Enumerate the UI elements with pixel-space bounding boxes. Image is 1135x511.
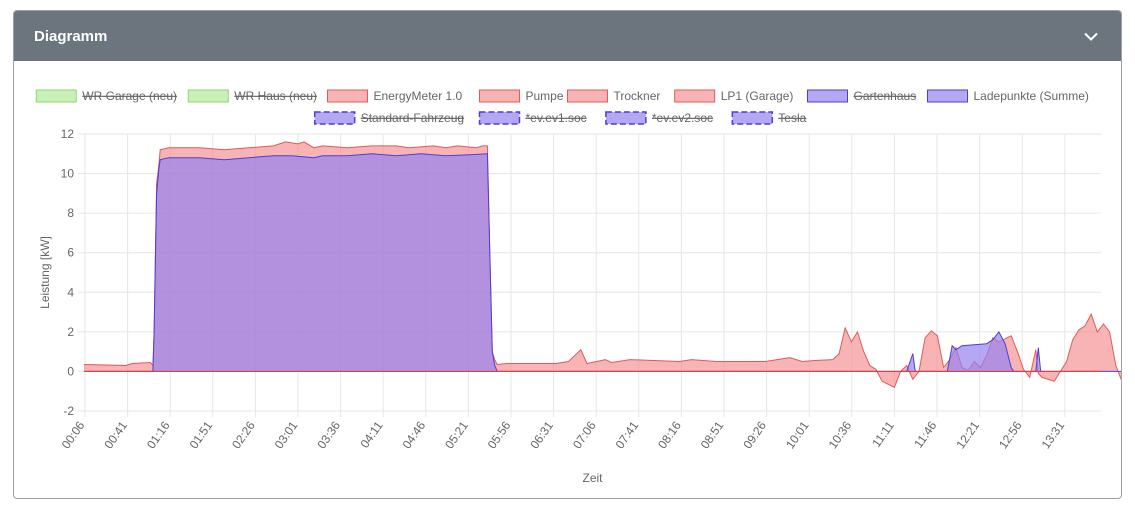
x-tick-label: 10:01 (783, 418, 812, 451)
x-tick-label: 03:01 (272, 418, 301, 451)
legend-item: Ladepunkte (Summe) (927, 89, 1089, 103)
legend-item: Gartenhaus (807, 89, 917, 103)
legend-item: Tesla (731, 111, 807, 125)
x-tick-label: 05:56 (485, 418, 514, 451)
legend-label: Ladepunkte (Summe) (974, 89, 1089, 103)
legend-swatch (807, 89, 848, 103)
card-header[interactable]: Diagramm (14, 11, 1121, 61)
legend-item: *ev.ev2.soc (605, 111, 713, 125)
legend-item: Standard-Fahrzeug (313, 111, 464, 125)
legend-label: Standard-Fahrzeug (361, 111, 464, 125)
x-tick-label: 12:56 (996, 418, 1025, 451)
x-tick-label: 02:26 (229, 418, 258, 451)
series-area (84, 153, 1121, 372)
legend-label: Trockner (614, 89, 661, 103)
legend-swatch (731, 111, 774, 125)
x-tick-label: 06:31 (527, 418, 556, 451)
y-tick-label: 6 (67, 246, 74, 260)
legend-swatch (674, 89, 716, 103)
x-tick-label: 13:31 (1039, 418, 1068, 451)
x-tick-label: 07:06 (570, 418, 599, 451)
legend-item: WR Haus (neu) (187, 89, 317, 103)
legend-item: LP1 (Garage) (674, 89, 794, 103)
y-axis-title: Leistung [kW] (38, 236, 52, 309)
y-tick-label: 8 (67, 206, 74, 220)
y-tick-label: -2 (63, 404, 74, 418)
x-tick-label: 04:11 (357, 418, 385, 450)
y-tick-label: 10 (61, 167, 75, 181)
card-title: Diagramm (34, 27, 108, 45)
legend-label: Gartenhaus (854, 89, 917, 103)
x-tick-label: 11:46 (911, 418, 939, 450)
x-tick-label: 00:06 (59, 418, 88, 451)
legend-item: Pumpe (479, 89, 564, 103)
legend-label: *ev.ev1.soc (526, 111, 587, 125)
x-tick-label: 00:41 (101, 418, 130, 451)
legend-item: WR Garage (neu) (35, 89, 177, 103)
y-tick-label: 12 (61, 127, 75, 141)
x-tick-label: 07:41 (613, 418, 642, 451)
x-tick-label: 04:46 (400, 418, 429, 451)
x-tick-label: 10:36 (826, 418, 855, 451)
x-tick-label: 09:26 (740, 418, 769, 451)
legend-swatch (605, 111, 647, 125)
chart-legend: WR Garage (neu) WR Haus (neu) EnergyMeter … (35, 89, 1089, 125)
legend-item: EnergyMeter 1.0 (327, 89, 463, 103)
x-tick-label: 01:51 (187, 418, 216, 451)
legend-swatch (927, 89, 968, 103)
legend-swatch (313, 111, 356, 125)
legend-label: LP1 (Garage) (721, 89, 794, 103)
y-tick-label: 4 (67, 285, 74, 299)
x-axis-title: Zeit (582, 471, 603, 485)
y-tick-label: 0 (67, 364, 74, 378)
legend-label: WR Haus (neu) (234, 89, 317, 103)
power-chart: WR Garage (neu) WR Haus (neu) EnergyMeter … (35, 89, 1121, 485)
legend-swatch (327, 89, 368, 103)
x-tick-label: 03:36 (314, 418, 343, 451)
legend-swatch (478, 111, 521, 125)
x-tick-label: 12:21 (953, 418, 982, 451)
series-line (83, 141, 1121, 388)
x-tick-label: 11:11 (869, 418, 897, 449)
x-tick-label: 05:21 (442, 418, 471, 451)
legend-label: Pumpe (526, 89, 564, 103)
y-tick-label: 2 (67, 325, 74, 339)
chart-card: Diagramm WR Garage (neu) WR Haus (neu) Ene… (13, 10, 1122, 499)
chevron-down-icon[interactable] (1083, 28, 1099, 44)
legend-label: EnergyMeter 1.0 (374, 89, 463, 103)
legend-swatch (479, 89, 520, 103)
x-tick-label: 08:16 (655, 418, 684, 451)
x-tick-label: 01:16 (144, 418, 173, 451)
legend-label: WR Garage (neu) (82, 89, 177, 103)
legend-item: Trockner (567, 89, 661, 103)
legend-swatch (187, 89, 229, 103)
legend-label: *ev.ev2.soc (652, 111, 713, 125)
legend-item: *ev.ev1.soc (478, 111, 587, 125)
legend-swatch (35, 89, 77, 103)
series-line (84, 153, 1121, 372)
chart-axes: Zeit Leistung [kW] (38, 236, 603, 485)
legend-label: Tesla (778, 111, 806, 125)
legend-swatch (567, 89, 608, 103)
x-tick-label: 08:51 (698, 418, 727, 451)
chart-areas (83, 141, 1121, 388)
